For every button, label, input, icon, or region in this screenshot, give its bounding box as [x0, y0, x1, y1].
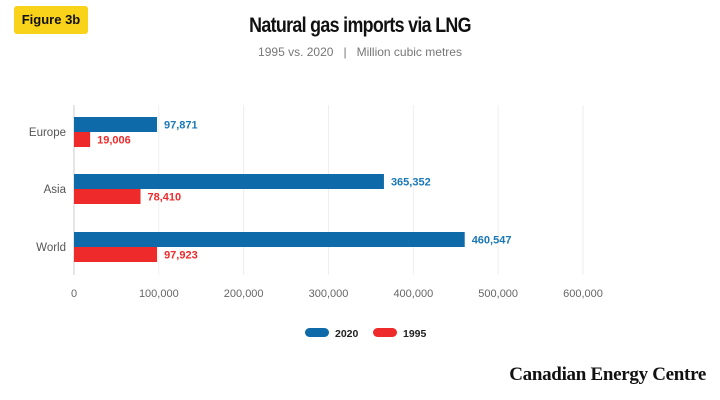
subtitle-separator: | — [343, 45, 347, 59]
bar-2020-asia — [74, 174, 384, 189]
subtitle-units: Million cubic metres — [356, 45, 462, 59]
legend-label: 2020 — [335, 328, 359, 340]
x-tick-label: 300,000 — [309, 288, 349, 300]
x-tick-label: 100,000 — [139, 288, 179, 300]
bar-2020-world — [74, 232, 465, 247]
x-tick-label: 600,000 — [563, 288, 603, 300]
legend-swatch-1995 — [373, 328, 397, 337]
data-label: 19,006 — [97, 135, 131, 147]
x-tick-label: 400,000 — [393, 288, 433, 300]
category-label: Europe — [29, 127, 66, 139]
figure-badge: Figure 3b — [14, 6, 88, 34]
data-label: 97,923 — [164, 250, 198, 262]
bar-1995-europe — [74, 132, 91, 147]
data-label: 460,547 — [472, 235, 512, 247]
x-tick-label: 0 — [71, 288, 77, 300]
data-label: 365,352 — [391, 177, 431, 189]
bar-1995-world — [74, 247, 158, 262]
data-label: 78,410 — [148, 192, 182, 204]
chart-subtitle: 1995 vs. 2020 | Million cubic metres — [0, 45, 720, 59]
legend-swatch-2020 — [305, 328, 329, 337]
category-label: World — [36, 242, 66, 254]
bar-2020-europe — [74, 117, 158, 132]
x-tick-label: 200,000 — [224, 288, 264, 300]
bar-1995-asia — [74, 189, 141, 204]
data-label: 97,871 — [164, 120, 198, 132]
chart-title: Natural gas imports via LNG — [249, 14, 471, 37]
subtitle-years: 1995 vs. 2020 — [258, 45, 334, 59]
logo: Canadian Energy Centre — [509, 364, 706, 385]
category-label: Asia — [44, 184, 67, 196]
legend-label: 1995 — [403, 328, 427, 340]
x-tick-label: 500,000 — [478, 288, 518, 300]
